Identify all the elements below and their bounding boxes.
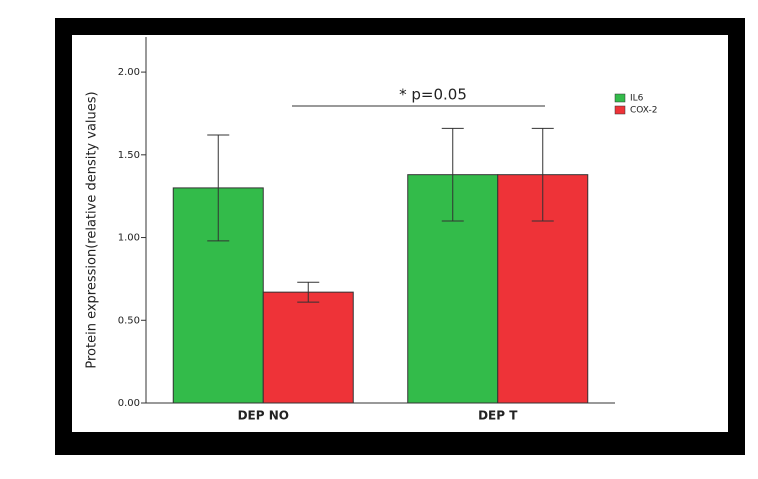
y-tick-label: 0.00 [118,398,140,409]
legend-label: COX-2 [630,106,657,116]
annotation: * p=0.05 [399,86,467,104]
legend-label: IL6 [630,94,644,104]
legend-swatch [614,105,626,115]
y-tick-label: 2.00 [118,67,140,78]
legend-swatch [614,93,626,103]
y-axis-label: Protein expression(relative density valu… [85,91,100,368]
x-tick-label: DEP T [478,409,518,423]
y-tick-label: 1.50 [118,150,140,161]
y-tick-label: 1.00 [118,233,140,244]
y-tick-label: 0.50 [118,315,140,326]
x-tick-label: DEP NO [238,409,289,423]
bar [262,291,354,404]
